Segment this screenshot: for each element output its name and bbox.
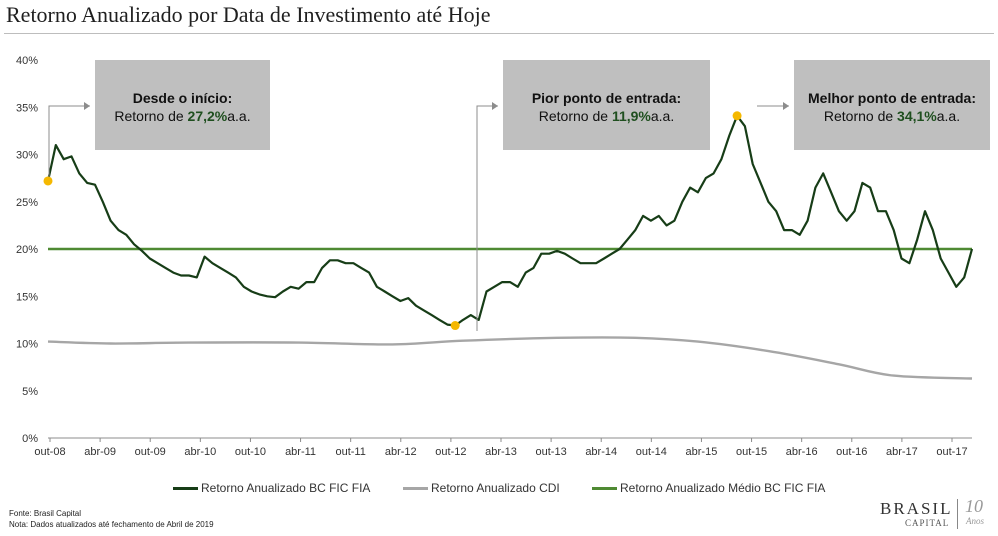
x-tick-label: out-10 xyxy=(235,446,266,458)
x-axis: out-08 abr-09 out-09 abr-10 out-10 abr-11 out-… xyxy=(34,437,972,458)
x-tick-label: out-14 xyxy=(636,446,667,458)
logo-years-label: Anos xyxy=(966,516,984,526)
callout-text-pior: Retorno de 11,9%a.a. xyxy=(539,108,674,124)
legend-swatch-bc-fic-fia xyxy=(173,486,198,490)
x-tick-label: out-08 xyxy=(34,446,65,458)
x-tick-label: out-16 xyxy=(836,446,867,458)
footnote: Nota: Dados atualizados até fechamento d… xyxy=(9,520,214,529)
legend-label-medio: Retorno Anualizado Médio BC FIC FIA xyxy=(620,481,826,495)
callout-heading-pior: Pior ponto de entrada: xyxy=(532,90,681,106)
marker-pior xyxy=(450,321,460,331)
marker-melhor xyxy=(732,111,742,121)
x-tick-label: abr-09 xyxy=(84,446,116,458)
y-tick-label: 15% xyxy=(16,291,38,303)
x-tick-label: out-09 xyxy=(135,446,166,458)
logo-capital: CAPITAL xyxy=(905,518,950,528)
callout-box-inicio xyxy=(95,60,270,150)
callout-text-melhor: Retorno de 34,1%a.a. xyxy=(824,108,960,124)
title-divider xyxy=(4,33,994,34)
series-group xyxy=(46,114,974,380)
y-axis-ticks: 0% 5% 10% 15% 20% 25% 30% 35% 40% xyxy=(16,55,38,445)
legend-label-bc-fic-fia: Retorno Anualizado BC FIC FIA xyxy=(201,481,371,495)
x-tick-label: abr-12 xyxy=(385,446,417,458)
source-note: Fonte: Brasil Capital xyxy=(9,509,82,518)
y-tick-label: 0% xyxy=(22,433,38,445)
y-tick-label: 35% xyxy=(16,102,38,114)
legend-item-cdi: Retorno Anualizado CDI xyxy=(403,481,560,495)
legend-item-bc-fic-fia: Retorno Anualizado BC FIC FIA xyxy=(173,481,370,495)
x-tick-label: out-17 xyxy=(936,446,967,458)
legend-swatch-medio xyxy=(592,486,617,490)
marker-inicio xyxy=(43,176,53,186)
x-tick-label: abr-14 xyxy=(585,446,617,458)
series-line-cdi xyxy=(47,336,973,380)
x-tick-label: abr-17 xyxy=(886,446,918,458)
logo-divider xyxy=(957,499,958,529)
callout-arrowhead-pior xyxy=(492,102,498,110)
series-line-bc-fic-fia xyxy=(46,114,974,327)
x-tick-label: abr-13 xyxy=(485,446,517,458)
y-tick-label: 25% xyxy=(16,197,38,209)
callout-arrowhead-inicio xyxy=(84,102,90,110)
x-tick-label: out-13 xyxy=(536,446,567,458)
legend-swatch-cdi xyxy=(403,486,428,490)
logo-years: 10 xyxy=(965,496,983,516)
x-tick-label: out-11 xyxy=(335,446,365,458)
callout-arrowhead-melhor xyxy=(783,102,789,110)
y-tick-label: 10% xyxy=(16,339,38,351)
logo-brasil: BRASIL xyxy=(880,499,953,518)
x-tick-label: out-15 xyxy=(736,446,767,458)
y-tick-label: 40% xyxy=(16,55,38,67)
legend: Retorno Anualizado BC FIC FIA Retorno An… xyxy=(0,481,998,499)
legend-label-cdi: Retorno Anualizado CDI xyxy=(431,481,560,495)
x-tick-label: out-12 xyxy=(435,446,466,458)
line-chart: 0%5%10%15%20%25%30%35%40% out-08 abr-09 ou… xyxy=(16,55,990,458)
callout-box-pior xyxy=(503,60,710,150)
y-tick-label: 5% xyxy=(22,386,38,398)
legend-item-medio: Retorno Anualizado Médio BC FIC FIA xyxy=(592,481,825,495)
callout-heading-melhor: Melhor ponto de entrada: xyxy=(808,90,976,106)
callout-arrow-pior xyxy=(476,105,498,331)
chart-title: Retorno Anualizado por Data de Investime… xyxy=(6,2,491,27)
x-tick-label: abr-15 xyxy=(686,446,718,458)
callout-arrow-inicio xyxy=(48,105,90,177)
y-tick-label: 30% xyxy=(16,150,38,162)
x-tick-label: abr-11 xyxy=(285,446,316,458)
x-tick-label: abr-10 xyxy=(184,446,216,458)
callout-box-melhor xyxy=(794,60,990,150)
callout-heading-inicio: Desde o início: xyxy=(133,90,233,106)
callouts: Desde o início: Retorno de 27,2%a.a. Pior … xyxy=(43,60,990,331)
y-tick-label: 20% xyxy=(16,244,38,256)
x-tick-label: abr-16 xyxy=(786,446,818,458)
callout-text-inicio: Retorno de 27,2%a.a. xyxy=(114,108,250,124)
